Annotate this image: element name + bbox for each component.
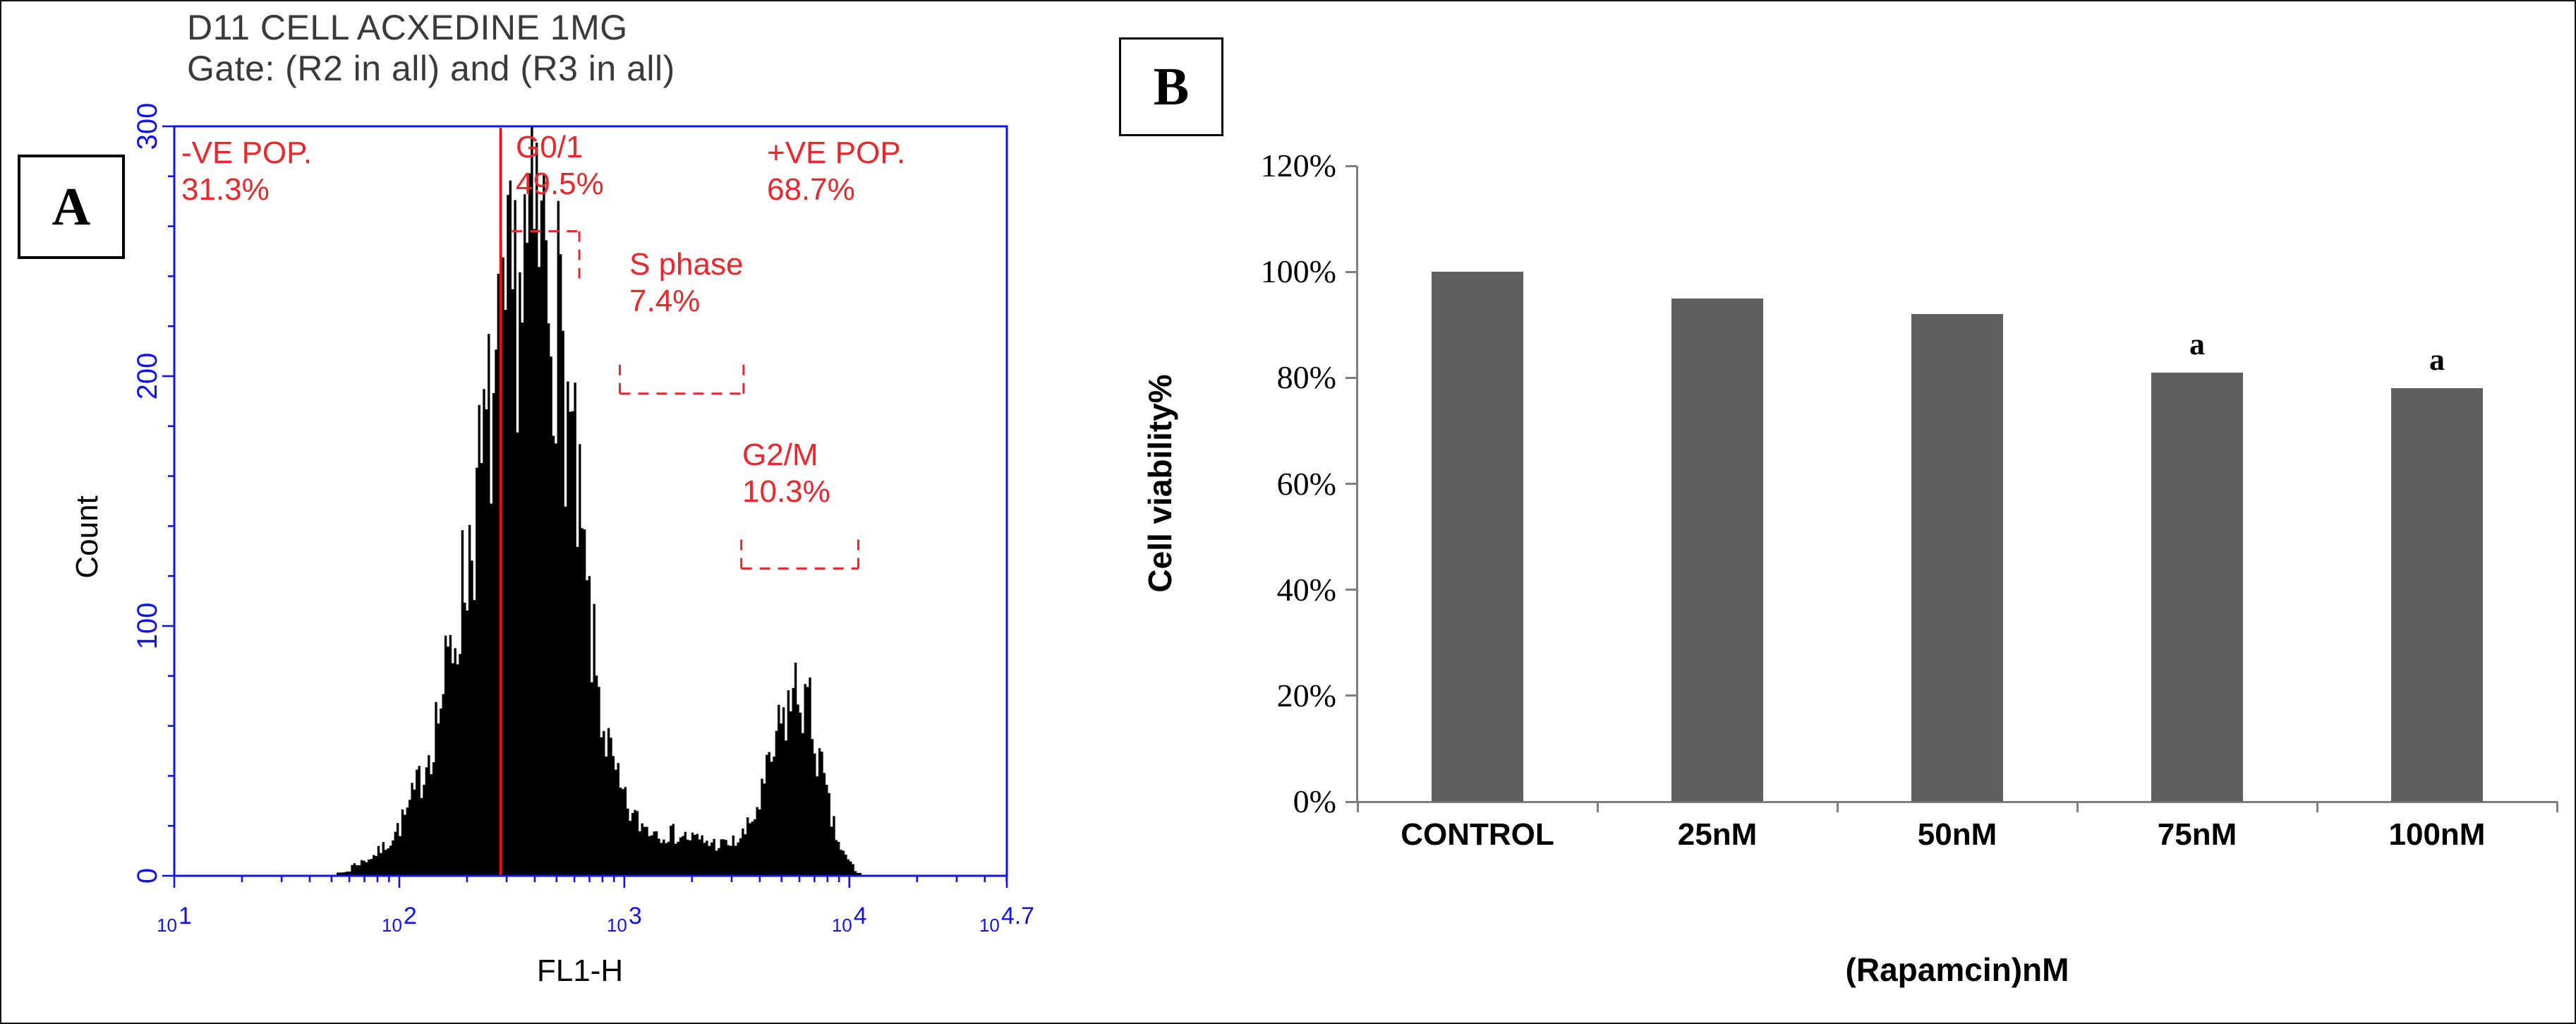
y-tick-label: 20% [1276,677,1336,713]
y-axis-tick [1346,376,1357,379]
panel-b-label-box: B [1119,37,1223,136]
y-tick-label: 60% [1276,465,1336,502]
category-label-control: CONTROL [1401,817,1554,852]
count-axis-label: Count [70,495,104,579]
y-axis-tick [1346,589,1357,591]
panel-a-label-box: A [18,155,125,259]
bar-annotation-100nm: a [2429,342,2445,378]
category-label-50nm: 50nM [1917,817,1997,852]
category-label-75nm: 75nM [2157,817,2237,852]
bar-50nm [1911,314,2003,802]
category-label-25nm: 25nM [1677,817,1758,852]
y-axis-tick [1346,483,1357,485]
x-axis-tick [1356,802,1359,812]
y-axis-tick [1346,694,1357,697]
bar-75nm [2151,372,2243,802]
panel-a-title-line1: D11 CELL ACXEDINE 1MG [187,8,628,47]
y-tick-label: 0% [1293,783,1336,819]
bar-control [1432,272,1523,802]
x-axis-tick [1596,802,1599,812]
panel-a-title-line2: Gate: (R2 in all) and (R3 in all) [187,49,675,88]
y-axis-tick [1346,270,1357,273]
bar-annotation-75nm: a [2189,326,2205,361]
panel-a-label: A [52,176,91,236]
category-label-100nm: 100nM [2388,817,2486,852]
cell-viability-axis-label: Cell viability% [1142,374,1178,593]
bar-25nm [1671,298,1763,802]
y-axis-tick [1346,800,1357,803]
flow-histogram-plot [162,125,1008,888]
bar-100nm [2391,388,2483,802]
y-tick-label: 40% [1276,571,1336,608]
y-axis-line [1356,166,1358,803]
y-tick-label: 120% [1260,147,1336,183]
histogram-shape [332,126,883,876]
plot-frame [173,125,1008,877]
x-axis-tick [1836,802,1839,812]
y-tick-label: 80% [1276,359,1336,396]
x-axis-tick [2076,802,2079,812]
panel-b-label: B [1153,56,1190,116]
panel-a-title: D11 CELL ACXEDINE 1MG Gate: (R2 in all) … [187,7,675,89]
y-axis-tick [1346,164,1357,167]
x-axis-line [1356,801,2558,803]
fl1h-axis-label: FL1-H [536,953,624,988]
x-axis-tick [2316,802,2318,812]
x-axis-tick [2556,802,2558,812]
y-tick-label: 100% [1260,253,1336,290]
rapamycin-axis-label: (Rapamcin)nM [1845,951,2069,988]
